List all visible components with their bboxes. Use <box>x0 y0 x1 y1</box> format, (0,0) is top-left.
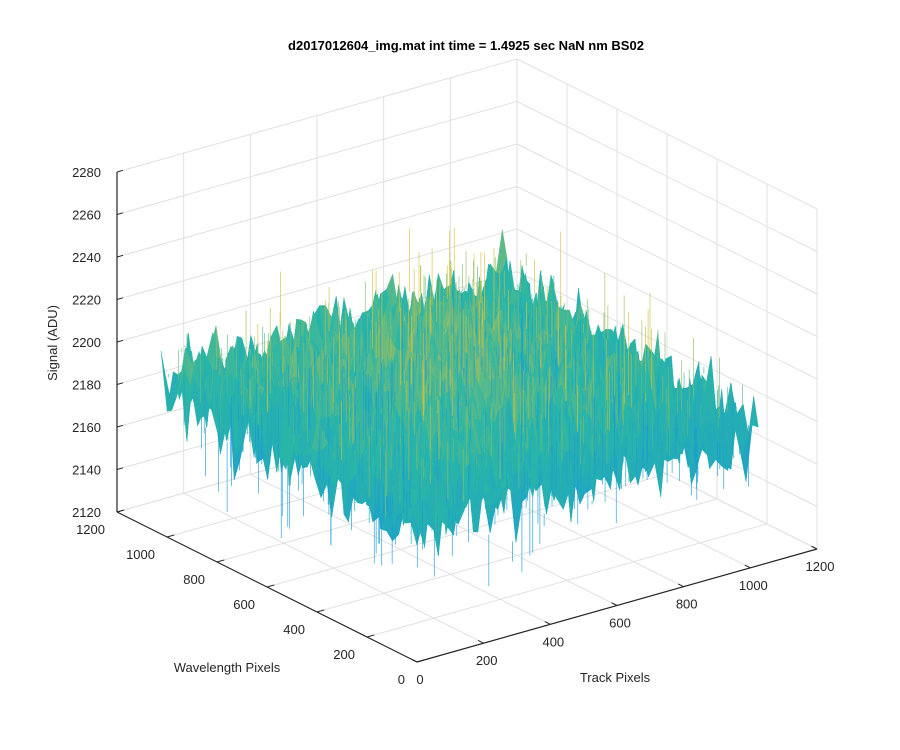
y-tick <box>266 584 275 588</box>
y-tick <box>166 534 175 538</box>
floor-grid-line <box>266 473 668 588</box>
back-wall-grid-line <box>116 143 518 258</box>
z-tick-label: 2120 <box>72 505 101 520</box>
y-tick <box>316 609 325 613</box>
z-tick <box>116 212 124 215</box>
floor-grid-line <box>366 523 768 638</box>
z-tick-label: 2280 <box>72 165 101 180</box>
x-tick-label: 0 <box>416 672 423 687</box>
back-wall-grid-line <box>116 101 518 215</box>
side-wall-grid-line <box>516 58 818 210</box>
z-tick <box>116 339 124 343</box>
tick-labels: 0 200 400 600 800 1000 1200 0 200 400 600 800 1000 12… <box>72 165 834 687</box>
y-tick-label: 0 <box>398 672 405 687</box>
z-tick <box>116 254 124 258</box>
x-axis-label: Track Pixels <box>580 670 651 685</box>
axes <box>116 169 818 663</box>
side-wall-grid-line <box>516 228 818 380</box>
side-wall-grid-line <box>516 143 818 295</box>
z-tick-label: 2140 <box>72 463 101 478</box>
z-tick-label: 2160 <box>72 420 101 435</box>
x-tick <box>544 621 551 625</box>
y-tick-label: 1200 <box>76 522 105 537</box>
side-wall-grid-line <box>516 101 818 252</box>
y-tick-label: 200 <box>333 647 355 662</box>
x-tick <box>677 583 684 588</box>
back-wall-grid-line <box>116 186 518 300</box>
x-tick-label: 600 <box>609 616 631 631</box>
z-tick <box>116 382 124 385</box>
x-tick-label: 1000 <box>739 578 768 593</box>
side-wall-grid-line <box>516 271 818 422</box>
y-tick-label: 800 <box>183 572 205 587</box>
x-tick-label: 200 <box>476 653 498 668</box>
x-tick-label: 400 <box>542 634 564 649</box>
y-tick <box>416 659 425 663</box>
x-tick <box>744 564 751 569</box>
x-tick <box>477 639 484 644</box>
y-tick-label: 400 <box>283 622 305 637</box>
floor-grid-line <box>316 498 718 613</box>
z-tick-label: 2240 <box>72 250 101 265</box>
surface-patch <box>412 500 424 528</box>
y-tick-label: 600 <box>233 597 255 612</box>
y-tick-label: 1000 <box>126 547 155 562</box>
x-tick-label: 1200 <box>806 559 835 574</box>
z-tick-label: 2200 <box>72 335 101 350</box>
back-wall-grid-line <box>116 58 518 173</box>
y-tick <box>366 634 375 638</box>
z-tick-label: 2260 <box>72 208 101 223</box>
z-tick <box>116 467 124 470</box>
z-tick <box>116 169 124 173</box>
side-wall-grid-line <box>516 186 818 337</box>
chart-title: d2017012604_img.mat int time = 1.4925 se… <box>288 38 644 53</box>
z-tick <box>116 297 124 300</box>
x-tick <box>611 602 618 606</box>
z-tick <box>116 509 124 513</box>
z-tick <box>116 424 124 428</box>
z-axis-label: Signal (ADU) <box>45 305 60 381</box>
z-tick-label: 2220 <box>72 293 101 308</box>
z-tick-label: 2180 <box>72 378 101 393</box>
back-wall-grid-line <box>116 228 518 343</box>
y-axis-label: Wavelength Pixels <box>174 660 281 675</box>
x-tick <box>411 658 418 663</box>
y-tick <box>216 559 225 563</box>
surface-mesh <box>160 228 759 587</box>
x-tick-label: 800 <box>676 597 698 612</box>
x-tick <box>811 545 818 550</box>
